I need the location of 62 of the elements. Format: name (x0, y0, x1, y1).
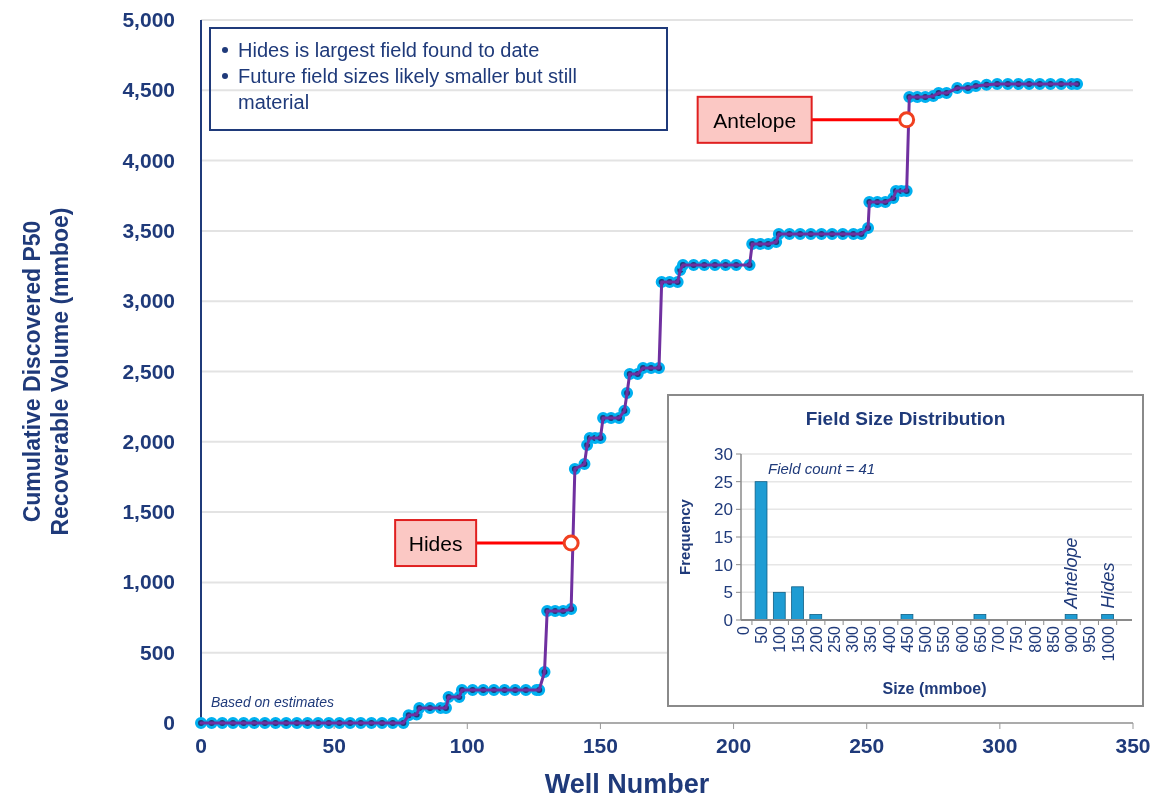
x-tick-label: 350 (1115, 734, 1151, 757)
bar (772, 591, 786, 621)
x-tick-label: 500 (917, 625, 935, 653)
annotation: Hides (1097, 562, 1118, 609)
y-tick-label: 1,500 (122, 500, 175, 524)
y-tick-label: 2,500 (122, 359, 175, 383)
annotation: Antelope (1061, 537, 1082, 610)
x-tick-label: 0 (195, 734, 207, 757)
x-tick-label: 0 (734, 625, 752, 635)
x-tick-label: 200 (807, 625, 825, 653)
y-tick-label: 4,000 (122, 148, 175, 172)
y-tick-label: 10 (714, 555, 733, 575)
y-tick-label: 20 (714, 500, 733, 520)
x-tick-label: 850 (1044, 625, 1062, 653)
annotation: Future field sizes likely smaller but still material (238, 65, 577, 113)
x-tick-label: 300 (982, 734, 1018, 757)
bar (791, 586, 804, 621)
y-tick-label: 25 (714, 472, 733, 492)
annotation: Based on estimates (211, 694, 334, 710)
x-tick-label: 650 (971, 625, 989, 653)
y-axis-title: Frequency (676, 498, 693, 575)
x-tick-label: 250 (849, 734, 885, 757)
x-axis-title: Well Number (544, 769, 710, 797)
annotation: Hides (408, 532, 463, 556)
annotation: Antelope (713, 108, 797, 132)
x-tick-label: 150 (789, 625, 807, 653)
y-tick-label: 0 (723, 611, 733, 630)
x-tick-label: 1000 (1099, 625, 1117, 662)
x-tick-label: 800 (1026, 625, 1044, 653)
x-tick-label: 400 (880, 625, 898, 653)
y-tick-label: 5,000 (122, 8, 175, 31)
y-tick-label: 30 (714, 445, 733, 464)
x-tick-label: 450 (898, 625, 916, 653)
y-axis-title: Cumulative Discovered P50 Recoverable Volume (mmboe) (19, 207, 73, 536)
y-tick-label: 4,500 (122, 78, 175, 102)
annotation: Field count = 41 (768, 460, 876, 477)
x-tick-label: 700 (990, 625, 1008, 653)
y-tick-label: 1,000 (122, 570, 175, 594)
y-tick-label: 15 (714, 528, 733, 547)
x-tick-label: 150 (582, 734, 618, 757)
x-tick-label: 100 (449, 734, 485, 757)
y-tick-label: 3,500 (122, 218, 175, 242)
x-tick-label: 350 (862, 625, 880, 653)
x-tick-label: 250 (826, 625, 844, 653)
x-tick-label: 550 (935, 625, 953, 653)
x-tick-label: 50 (322, 734, 346, 757)
x-tick-label: 900 (1063, 625, 1081, 653)
bar (754, 481, 768, 621)
x-tick-label: 200 (716, 734, 752, 757)
x-axis-title: Size (mmboe) (882, 680, 987, 697)
chart-title: Field Size Distribution (805, 408, 1006, 429)
x-tick-label: 100 (771, 625, 789, 653)
annotation: Hides is largest field found to date (238, 39, 540, 61)
y-tick-label: 3,000 (122, 289, 175, 313)
x-tick-label: 750 (1008, 625, 1026, 653)
x-tick-label: 950 (1081, 625, 1099, 653)
y-tick-label: 2,000 (122, 429, 175, 453)
y-tick-label: 0 (163, 711, 175, 734)
x-tick-label: 50 (753, 625, 771, 644)
x-tick-label: 600 (953, 625, 971, 653)
y-tick-label: 5 (723, 583, 733, 603)
x-tick-label: 300 (844, 625, 862, 653)
